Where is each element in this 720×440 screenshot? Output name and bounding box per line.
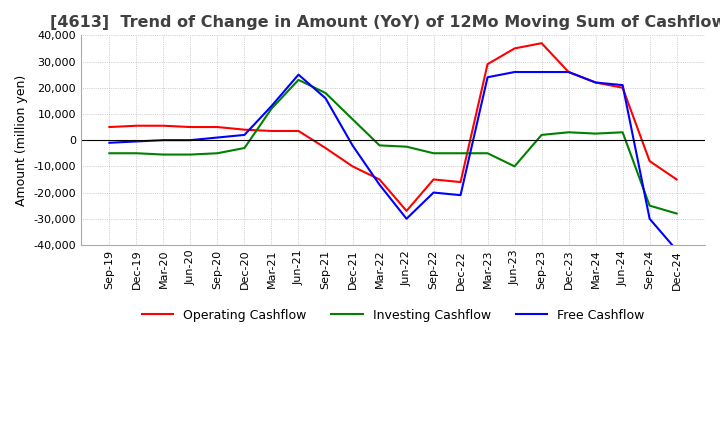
Free Cashflow	[186, 138, 194, 143]
Free Cashflow	[456, 193, 465, 198]
Operating Cashflow	[402, 208, 411, 213]
Investing Cashflow	[375, 143, 384, 148]
Operating Cashflow	[240, 127, 249, 132]
Free Cashflow	[375, 182, 384, 187]
Operating Cashflow	[510, 46, 519, 51]
Operating Cashflow	[186, 125, 194, 130]
Free Cashflow	[267, 103, 276, 109]
Operating Cashflow	[348, 164, 357, 169]
Line: Operating Cashflow: Operating Cashflow	[109, 43, 677, 211]
Investing Cashflow	[645, 203, 654, 208]
Investing Cashflow	[213, 150, 222, 156]
Operating Cashflow	[618, 85, 627, 90]
Investing Cashflow	[618, 130, 627, 135]
Operating Cashflow	[537, 40, 546, 46]
Investing Cashflow	[402, 144, 411, 149]
Investing Cashflow	[564, 130, 573, 135]
Investing Cashflow	[294, 77, 303, 83]
Free Cashflow	[132, 139, 140, 144]
Free Cashflow	[213, 135, 222, 140]
Free Cashflow	[240, 132, 249, 138]
Operating Cashflow	[564, 70, 573, 75]
Y-axis label: Amount (million yen): Amount (million yen)	[15, 74, 28, 206]
Operating Cashflow	[267, 128, 276, 134]
Operating Cashflow	[321, 145, 330, 150]
Investing Cashflow	[591, 131, 600, 136]
Operating Cashflow	[105, 125, 114, 130]
Operating Cashflow	[375, 177, 384, 182]
Investing Cashflow	[672, 211, 681, 216]
Operating Cashflow	[213, 125, 222, 130]
Investing Cashflow	[348, 117, 357, 122]
Free Cashflow	[645, 216, 654, 221]
Free Cashflow	[321, 95, 330, 101]
Legend: Operating Cashflow, Investing Cashflow, Free Cashflow: Operating Cashflow, Investing Cashflow, …	[137, 304, 649, 327]
Free Cashflow	[618, 82, 627, 88]
Line: Investing Cashflow: Investing Cashflow	[109, 80, 677, 213]
Investing Cashflow	[483, 150, 492, 156]
Free Cashflow	[537, 70, 546, 75]
Free Cashflow	[348, 143, 357, 148]
Investing Cashflow	[429, 150, 438, 156]
Free Cashflow	[429, 190, 438, 195]
Free Cashflow	[483, 75, 492, 80]
Operating Cashflow	[483, 62, 492, 67]
Free Cashflow	[510, 70, 519, 75]
Investing Cashflow	[159, 152, 168, 157]
Free Cashflow	[591, 80, 600, 85]
Operating Cashflow	[672, 177, 681, 182]
Investing Cashflow	[267, 106, 276, 111]
Operating Cashflow	[591, 80, 600, 85]
Operating Cashflow	[132, 123, 140, 128]
Line: Free Cashflow: Free Cashflow	[109, 72, 677, 250]
Investing Cashflow	[132, 150, 140, 156]
Operating Cashflow	[456, 180, 465, 185]
Free Cashflow	[402, 216, 411, 221]
Title: [4613]  Trend of Change in Amount (YoY) of 12Mo Moving Sum of Cashflows: [4613] Trend of Change in Amount (YoY) o…	[50, 15, 720, 30]
Investing Cashflow	[186, 152, 194, 157]
Investing Cashflow	[510, 164, 519, 169]
Investing Cashflow	[456, 150, 465, 156]
Free Cashflow	[672, 248, 681, 253]
Free Cashflow	[564, 70, 573, 75]
Investing Cashflow	[321, 90, 330, 95]
Operating Cashflow	[159, 123, 168, 128]
Investing Cashflow	[240, 145, 249, 150]
Free Cashflow	[105, 140, 114, 145]
Operating Cashflow	[645, 158, 654, 164]
Free Cashflow	[159, 138, 168, 143]
Operating Cashflow	[294, 128, 303, 134]
Investing Cashflow	[537, 132, 546, 138]
Operating Cashflow	[429, 177, 438, 182]
Free Cashflow	[294, 72, 303, 77]
Investing Cashflow	[105, 150, 114, 156]
